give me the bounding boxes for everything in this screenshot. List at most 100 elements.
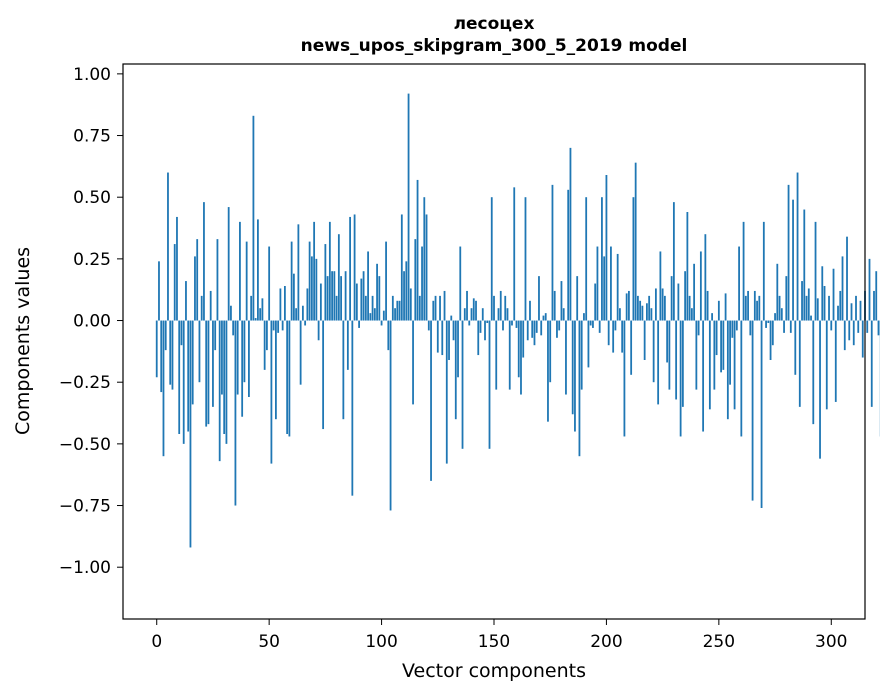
bar <box>345 271 347 320</box>
bar <box>691 308 693 320</box>
bar <box>394 308 396 320</box>
bar <box>862 321 864 358</box>
bar <box>441 321 443 356</box>
x-tick-label: 200 <box>590 632 622 652</box>
bar <box>165 321 167 351</box>
bar <box>594 284 596 321</box>
y-tick-label: −0.25 <box>59 373 111 393</box>
bar <box>381 321 383 326</box>
bar <box>707 291 709 321</box>
bar <box>646 303 648 320</box>
bar <box>657 321 659 405</box>
bar <box>525 197 527 320</box>
bar <box>477 321 479 356</box>
bar <box>527 321 529 341</box>
bar <box>291 242 293 321</box>
bar <box>462 321 464 449</box>
bar <box>772 321 774 346</box>
bar <box>642 306 644 321</box>
bar <box>758 296 760 321</box>
bar <box>666 321 668 363</box>
bar <box>547 321 549 422</box>
bar <box>349 217 351 321</box>
bar <box>410 288 412 320</box>
bar <box>329 222 331 321</box>
bar <box>720 321 722 373</box>
bar <box>718 301 720 321</box>
chart-title-line2: news_upos_skipgram_300_5_2019 model <box>301 36 688 56</box>
bar <box>597 247 599 321</box>
bar <box>731 321 733 338</box>
bar <box>871 321 873 407</box>
bar <box>799 321 801 407</box>
bar <box>677 284 679 321</box>
bar <box>599 321 601 333</box>
x-tick-label: 50 <box>258 632 280 652</box>
bar <box>475 301 477 321</box>
bar <box>752 321 754 501</box>
bar <box>336 296 338 321</box>
bar <box>538 276 540 320</box>
bar <box>293 274 295 321</box>
bar <box>160 321 162 393</box>
bar <box>347 321 349 370</box>
bar <box>639 301 641 321</box>
bar <box>235 321 237 506</box>
bar <box>763 222 765 321</box>
bar <box>713 321 715 390</box>
bar <box>540 321 542 336</box>
bar <box>565 321 567 395</box>
bar <box>489 321 491 449</box>
bar <box>208 321 210 425</box>
bar <box>509 321 511 390</box>
bar <box>819 321 821 459</box>
bar <box>810 316 812 321</box>
bar <box>338 234 340 320</box>
bar <box>246 242 248 321</box>
bar <box>428 321 430 331</box>
bar <box>426 214 428 320</box>
y-tick-label: 1.00 <box>73 65 111 85</box>
bar <box>471 308 473 320</box>
bar <box>513 187 515 320</box>
bar <box>648 296 650 321</box>
bar <box>453 321 455 341</box>
bar <box>774 313 776 320</box>
bar <box>579 321 581 457</box>
bar <box>194 256 196 320</box>
bar <box>297 224 299 320</box>
bar <box>668 321 670 390</box>
bar <box>464 308 466 320</box>
y-tick-label: 0.75 <box>73 127 111 147</box>
x-tick-label: 0 <box>151 632 162 652</box>
bar <box>650 308 652 320</box>
bar <box>419 296 421 321</box>
bar <box>187 321 189 432</box>
bar <box>693 264 695 321</box>
bar <box>192 321 194 405</box>
bar <box>516 321 518 328</box>
bar <box>848 321 850 341</box>
bar <box>794 321 796 375</box>
bar <box>392 296 394 321</box>
bar <box>554 291 556 321</box>
bar <box>190 321 192 548</box>
x-tick-label: 300 <box>815 632 847 652</box>
bar <box>239 222 241 321</box>
bar <box>612 321 614 353</box>
bar <box>689 296 691 321</box>
bar <box>318 321 320 341</box>
bar <box>417 180 419 321</box>
bar <box>268 247 270 321</box>
bar <box>781 308 783 320</box>
bar <box>745 296 747 321</box>
bar <box>473 298 475 320</box>
bar <box>248 321 250 397</box>
bar <box>390 321 392 511</box>
bar <box>459 247 461 321</box>
bar <box>414 239 416 320</box>
bar <box>482 308 484 320</box>
bar <box>304 321 306 326</box>
plot-frame <box>123 64 865 619</box>
bar <box>214 321 216 351</box>
